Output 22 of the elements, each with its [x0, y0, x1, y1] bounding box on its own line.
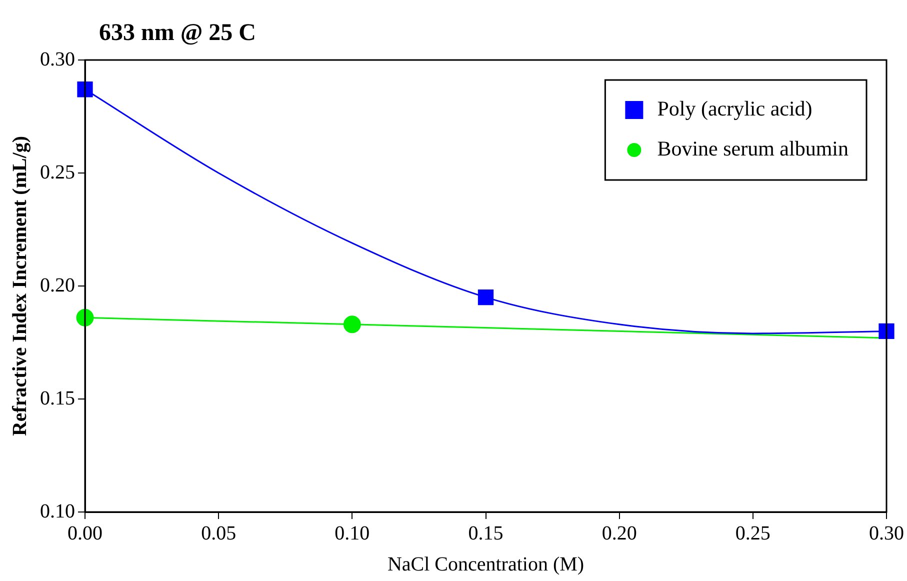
point: [478, 289, 494, 306]
x-axis-title: NaCl Concentration (M): [387, 553, 584, 576]
x-tick-label: 0.00: [68, 522, 102, 544]
point: [878, 323, 894, 340]
point: [77, 82, 93, 98]
y-tick-label: 0.15: [40, 387, 75, 410]
x-tick-label: 0.20: [602, 522, 637, 544]
point: [343, 316, 361, 334]
x-tick-label: 0.10: [334, 522, 370, 544]
point: [76, 308, 94, 326]
x-tick-label: 0.30: [869, 522, 904, 544]
y-tick-label: 0.30: [40, 48, 75, 70]
y-tick-label: 0.20: [40, 274, 75, 296]
legend-label: Poly (acrylic acid): [657, 96, 812, 121]
x-tick-label: 0.05: [201, 522, 236, 544]
chart-title: 633 nm @ 25 C: [99, 20, 256, 46]
y-axis-title: Refractive Index Increment (mL/g): [9, 136, 32, 436]
legend-label: Bovine serum albumin: [657, 136, 849, 161]
x-tick-label: 0.25: [735, 522, 770, 544]
y-tick-label: 0.10: [40, 500, 75, 522]
y-tick-label: 0.25: [40, 161, 75, 184]
x-tick-label: 0.15: [468, 522, 504, 544]
